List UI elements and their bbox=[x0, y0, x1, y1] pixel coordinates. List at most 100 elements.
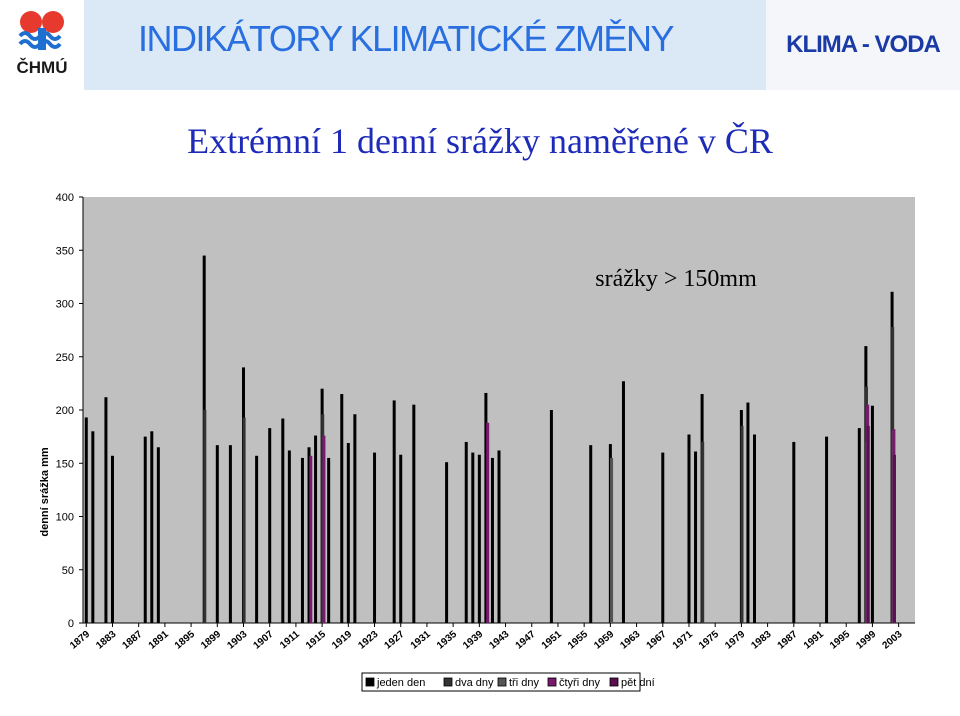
legend-swatch bbox=[443, 677, 453, 687]
bar-tři-dny-1959 bbox=[610, 457, 614, 623]
x-tick-label: 1887 bbox=[120, 629, 144, 652]
bar-jeden-den-1889 bbox=[150, 431, 154, 623]
slide-title: Extrémní 1 denní srážky naměřené v ČR bbox=[187, 121, 773, 161]
bar-jeden-den-1901 bbox=[228, 445, 232, 623]
bar-jeden-den-1899 bbox=[215, 445, 219, 623]
bar-jeden-den-1938 bbox=[471, 452, 475, 623]
x-tick-label: 1891 bbox=[147, 629, 171, 652]
header-right-label: KLIMA - VODA bbox=[786, 31, 941, 58]
header-title: INDIKÁTORY KLIMATICKÉ ZMĚNY bbox=[138, 18, 674, 59]
bar-jeden-den-1883 bbox=[110, 455, 114, 623]
chart-annotation: srážky > 150mm bbox=[595, 266, 757, 292]
y-tick-label: 100 bbox=[56, 512, 74, 524]
bar-jeden-den-1961 bbox=[621, 381, 625, 623]
x-tick-label: 1895 bbox=[173, 629, 197, 652]
bar-dva-dny-1973 bbox=[701, 441, 705, 623]
bar-jeden-den-1916 bbox=[327, 457, 331, 623]
x-tick-label: 1987 bbox=[776, 629, 800, 652]
bar-jeden-den-1914 bbox=[314, 435, 318, 623]
y-tick-label: 200 bbox=[56, 405, 74, 417]
bar-dva-dny-1979 bbox=[740, 425, 744, 623]
bar-jeden-den-1926 bbox=[392, 400, 396, 623]
bar-jeden-den-1999 bbox=[870, 405, 874, 623]
x-tick-label: 1967 bbox=[645, 629, 669, 652]
x-tick-label: 1971 bbox=[671, 629, 695, 652]
bar-jeden-den-1939 bbox=[477, 454, 481, 623]
header-band: ČHMÚ INDIKÁTORY KLIMATICKÉ ZMĚNY KLIMA -… bbox=[0, 0, 960, 90]
legend-swatch bbox=[547, 677, 557, 687]
bar-jeden-den-1937 bbox=[464, 441, 468, 623]
x-tick-label: 1991 bbox=[802, 629, 826, 652]
bar-jeden-den-1879 bbox=[84, 417, 88, 623]
bar-jeden-den-1880 bbox=[91, 431, 95, 623]
bar-čtyři-dny-1915 bbox=[322, 435, 326, 623]
bar-jeden-den-1992 bbox=[825, 436, 829, 624]
bar-jeden-den-1907 bbox=[268, 428, 272, 623]
legend-label: tři dny bbox=[509, 677, 539, 689]
bar-jeden-den-1997 bbox=[857, 428, 861, 623]
header-right-box: KLIMA - VODA bbox=[766, 0, 960, 90]
x-tick-label: 1955 bbox=[566, 629, 590, 652]
x-tick-label: 1915 bbox=[304, 629, 328, 652]
y-axis-label: denní srážka mm bbox=[39, 447, 51, 536]
bar-jeden-den-1905 bbox=[255, 455, 259, 623]
legend-label: jeden den bbox=[376, 677, 425, 689]
bar-jeden-den-1941 bbox=[490, 457, 494, 623]
x-tick-label: 1927 bbox=[383, 629, 407, 652]
y-tick-label: 400 bbox=[56, 192, 74, 204]
bar-jeden-den-1987 bbox=[792, 441, 796, 623]
x-tick-label: 1903 bbox=[225, 629, 249, 652]
legend: jeden den dva dny tři dny čtyři dny pět dní bbox=[361, 672, 655, 692]
legend-label: dva dny bbox=[455, 677, 494, 689]
bar-jeden-den-1909 bbox=[281, 418, 285, 623]
bar-dva-dny-1903 bbox=[242, 417, 246, 623]
x-tick-label: 1979 bbox=[723, 629, 747, 652]
x-tick-label: 1995 bbox=[828, 629, 852, 652]
x-tick-label: 1963 bbox=[618, 629, 642, 652]
bar-jeden-den-1940 bbox=[484, 392, 488, 623]
y-tick-label: 50 bbox=[62, 565, 74, 577]
x-axis-ticks: 1879 1883 1887 1891 1895 1899 1903 1907 1911 1915… bbox=[68, 623, 905, 652]
chmu-logo-icon bbox=[18, 11, 64, 50]
bars-group bbox=[84, 255, 896, 624]
legend-swatch bbox=[497, 677, 507, 687]
x-tick-label: 1879 bbox=[68, 629, 92, 652]
x-tick-label: 2003 bbox=[880, 629, 904, 652]
x-tick-label: 1919 bbox=[330, 629, 354, 652]
x-tick-label: 1999 bbox=[854, 629, 878, 652]
bar-jeden-den-1942 bbox=[497, 450, 501, 623]
bar-jeden-den-1920 bbox=[353, 414, 357, 623]
y-tick-label: 0 bbox=[68, 618, 74, 630]
y-tick-label: 300 bbox=[56, 299, 74, 311]
legend-swatch bbox=[609, 677, 619, 687]
x-tick-label: 1883 bbox=[94, 629, 118, 652]
legend-label: pět dní bbox=[621, 677, 655, 689]
bar-pět-dní-2002 bbox=[892, 454, 896, 623]
bar-čtyři-dny-1913 bbox=[309, 455, 313, 623]
bar-jeden-den-1913 bbox=[307, 447, 311, 623]
bar-jeden-den-1918 bbox=[340, 394, 344, 623]
x-tick-label: 1943 bbox=[487, 629, 511, 652]
bar-jeden-den-1981 bbox=[753, 434, 756, 623]
chmu-logo: ČHMÚ bbox=[0, 0, 84, 90]
x-tick-label: 1951 bbox=[540, 629, 564, 652]
bar-jeden-den-1972 bbox=[694, 451, 698, 623]
bar-dva-dny-1897 bbox=[203, 410, 207, 623]
x-tick-label: 1959 bbox=[592, 629, 616, 652]
x-tick-label: 1923 bbox=[356, 629, 380, 652]
bar-jeden-den-1882 bbox=[104, 397, 108, 623]
y-tick-label: 250 bbox=[56, 352, 74, 364]
y-tick-label: 150 bbox=[56, 458, 74, 470]
x-tick-label: 1939 bbox=[461, 629, 485, 652]
x-tick-label: 1947 bbox=[514, 629, 538, 652]
bar-jeden-den-1927 bbox=[399, 454, 403, 623]
bar-jeden-den-1934 bbox=[445, 462, 449, 623]
bar-jeden-den-1967 bbox=[661, 452, 665, 623]
x-tick-label: 1931 bbox=[409, 629, 433, 652]
bar-jeden-den-1919 bbox=[346, 443, 350, 623]
x-tick-label: 1983 bbox=[749, 629, 773, 652]
x-tick-label: 1911 bbox=[278, 629, 302, 652]
bar-čtyři-dny-1940 bbox=[486, 422, 490, 623]
x-tick-label: 1935 bbox=[435, 629, 459, 652]
